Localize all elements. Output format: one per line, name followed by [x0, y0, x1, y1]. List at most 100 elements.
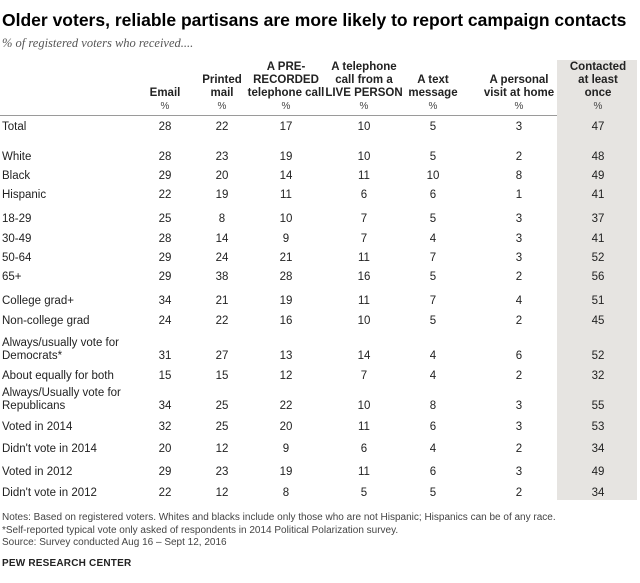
table-cell: 6 — [360, 442, 368, 455]
table-cell: 29 — [158, 251, 172, 264]
table-cell: 2 — [515, 486, 523, 499]
row-label-line: Democrats* — [2, 350, 63, 362]
table-cell: 5 — [429, 150, 437, 163]
column-header-line: A PRE- — [266, 61, 306, 73]
table-cell: 20 — [158, 442, 172, 455]
row-label: About equally for both — [2, 370, 152, 383]
table-cell: 14 — [357, 349, 371, 362]
row-label-line: Black — [2, 169, 31, 182]
row-label-line: Voted in 2014 — [2, 420, 73, 433]
unit-label: % — [281, 101, 291, 112]
table-cell: 19 — [279, 150, 293, 163]
row-label: Voted in 2014 — [2, 421, 152, 434]
table-cell: 2 — [515, 270, 523, 283]
table-cell: 6 — [429, 188, 437, 201]
table-cell: 3 — [515, 251, 523, 264]
table-cell: 55 — [591, 399, 605, 412]
table-cell: 7 — [429, 251, 437, 264]
table-cell: 3 — [515, 212, 523, 225]
table-cell: 10 — [279, 212, 293, 225]
row-label-line: Total — [2, 120, 27, 133]
table-cell: 3 — [515, 420, 523, 433]
table-cell: 52 — [591, 251, 605, 264]
row-label: Voted in 2012 — [2, 466, 152, 479]
row-label: College grad+ — [2, 295, 152, 308]
column-header-line: once — [584, 87, 612, 99]
table-cell: 7 — [360, 369, 368, 382]
table-cell: 27 — [215, 349, 229, 362]
table-cell: 2 — [515, 442, 523, 455]
table-cell: 21 — [215, 294, 229, 307]
column-header: A PRE- RECORDED telephone call — [243, 60, 329, 100]
table-cell: 16 — [357, 270, 371, 283]
row-label: 50-64 — [2, 252, 152, 265]
table-cell: 8 — [515, 169, 523, 182]
table-cell: 28 — [158, 232, 172, 245]
row-label-line: 18-29 — [2, 212, 32, 225]
table-cell: 3 — [515, 232, 523, 245]
table-cell: 4 — [429, 349, 437, 362]
column-header-line: Contacted — [569, 61, 627, 73]
column-header: Contacted at least once — [561, 60, 635, 100]
unit-label: % — [359, 101, 369, 112]
table-cell: 22 — [215, 120, 229, 133]
row-label: Non-college grad — [2, 315, 152, 328]
table-cell: 3 — [515, 120, 523, 133]
row-label-line: Hispanic — [2, 188, 47, 201]
table-cell: 29 — [158, 465, 172, 478]
header-rule — [0, 115, 557, 116]
table-cell: 34 — [591, 442, 605, 455]
table-cell: 25 — [158, 212, 172, 225]
table-cell: 28 — [158, 120, 172, 133]
table-cell: 53 — [591, 420, 605, 433]
table-cell: 17 — [279, 120, 293, 133]
unit-label: % — [593, 101, 603, 112]
row-label: Didn't vote in 2014 — [2, 443, 152, 456]
table-cell: 13 — [279, 349, 293, 362]
column-header-line: A text — [417, 74, 449, 86]
table-cell: 8 — [429, 399, 437, 412]
table-cell: 5 — [429, 212, 437, 225]
table-cell: 34 — [158, 399, 172, 412]
column-header-line: call from a — [335, 74, 393, 86]
table-cell: 22 — [279, 399, 293, 412]
table-cell: 7 — [360, 232, 368, 245]
table-cell: 4 — [429, 442, 437, 455]
row-label: Always/usually vote for Democrats* — [2, 337, 152, 363]
table-cell: 10 — [357, 150, 371, 163]
table-cell: 34 — [158, 294, 172, 307]
column-header-line: visit at home — [483, 87, 555, 99]
row-label-line: Always/Usually vote for — [2, 387, 121, 399]
table-cell: 23 — [215, 465, 229, 478]
table-cell: 3 — [515, 465, 523, 478]
unit-label: % — [514, 101, 524, 112]
table-cell: 8 — [282, 486, 290, 499]
table-cell: 9 — [282, 442, 290, 455]
table-cell: 25 — [215, 399, 229, 412]
row-label-line: 65+ — [2, 270, 22, 283]
column-header: Email — [143, 60, 187, 100]
table-cell: 15 — [158, 369, 172, 382]
brand-logo-text: PEW RESEARCH CENTER — [2, 558, 132, 569]
table-cell: 14 — [215, 232, 229, 245]
table-cell: 32 — [158, 420, 172, 433]
column-header: A text message — [403, 60, 463, 100]
table-cell: 11 — [358, 169, 370, 182]
table-cell: 32 — [591, 369, 605, 382]
table-cell: 19 — [279, 294, 293, 307]
column-header-line: at least — [578, 74, 618, 86]
table-cell: 22 — [158, 486, 172, 499]
table-cell: 14 — [279, 169, 293, 182]
row-label-line: About equally for both — [2, 369, 114, 382]
row-label-line: Voted in 2012 — [2, 465, 73, 478]
table-cell: 7 — [360, 212, 368, 225]
table-cell: 5 — [360, 486, 368, 499]
table-cell: 2 — [515, 314, 523, 327]
row-label: Total — [2, 121, 152, 134]
unit-label: % — [428, 101, 438, 112]
row-label-line: Didn't vote in 2012 — [2, 486, 97, 499]
unit-label: % — [160, 101, 170, 112]
table-cell: 4 — [429, 232, 437, 245]
column-header: A telephone call from a LIVE PERSON — [321, 60, 407, 100]
table-cell: 41 — [591, 188, 605, 201]
